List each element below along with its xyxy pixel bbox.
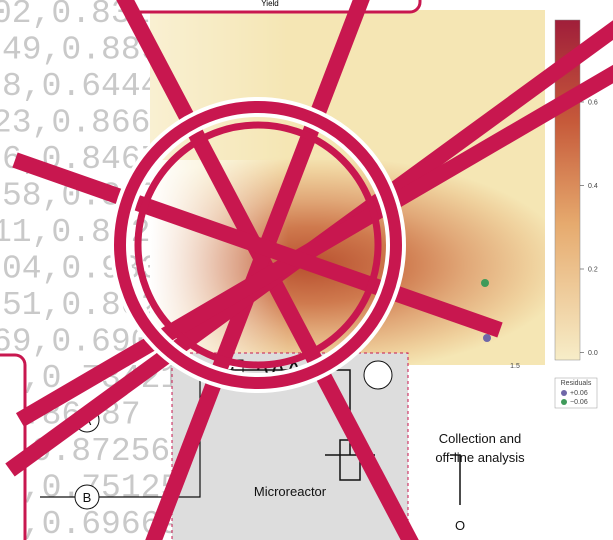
flow-lines xyxy=(200,369,461,505)
reactor-label: Microreactor xyxy=(254,484,327,499)
legend-label: +0.06 xyxy=(570,390,588,397)
ring-inner xyxy=(134,121,382,369)
colorbar-tick-label: 0.0 xyxy=(588,350,598,357)
asterisk xyxy=(5,0,613,540)
colorbar-tick-label: 0.6 xyxy=(588,100,598,107)
asterisk-stroke xyxy=(12,152,503,338)
title-box xyxy=(128,0,422,14)
collection-label: Collection and xyxy=(439,431,521,446)
heater xyxy=(363,360,393,390)
colorbar-tick-label: 0.2 xyxy=(588,267,598,274)
product-label: O xyxy=(455,518,465,533)
plot-title: Yield xyxy=(261,0,279,8)
legend-title: Residuals xyxy=(561,380,592,387)
residual-point xyxy=(481,279,489,287)
x-tick-label: 1.5 xyxy=(510,363,520,370)
asterisk-stroke xyxy=(145,0,370,540)
legend-swatch xyxy=(561,390,567,396)
ring xyxy=(114,101,402,389)
side-box xyxy=(0,353,27,540)
colorbar-ticks: 0.6 0.4 0.2 0.0 xyxy=(580,100,598,357)
collection-label: off-line analysis xyxy=(435,450,525,465)
background-number: 11,0.8423 xyxy=(0,214,170,251)
residual-point xyxy=(483,334,491,342)
asterisk-stroke xyxy=(15,64,613,427)
legend-swatch xyxy=(561,399,567,405)
colorbar-tick-label: 0.4 xyxy=(588,183,598,190)
legend-label: −0.06 xyxy=(570,399,588,406)
pump-label: B xyxy=(83,490,92,505)
